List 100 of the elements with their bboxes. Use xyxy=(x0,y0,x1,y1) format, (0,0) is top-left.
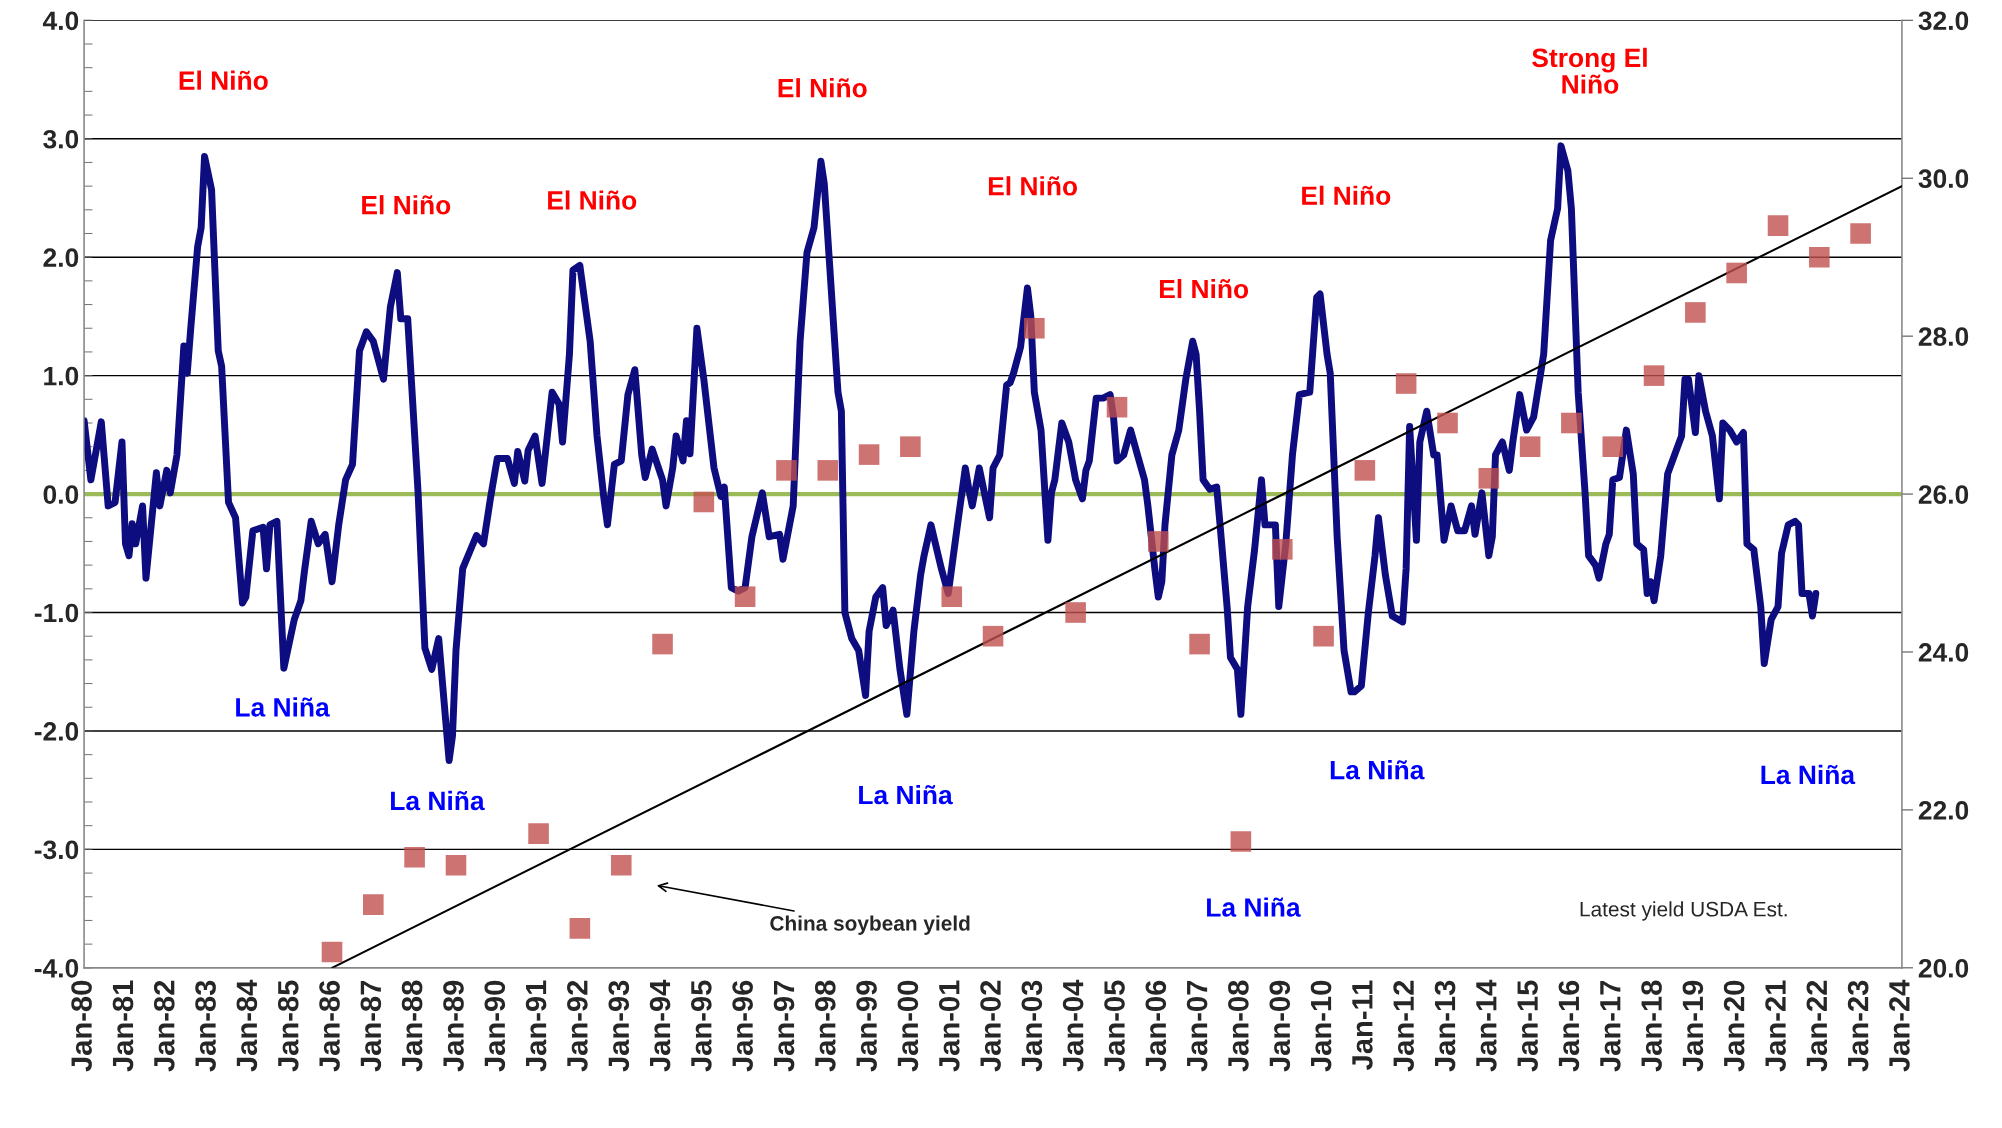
point xyxy=(1850,223,1871,244)
annotation: La Niña xyxy=(1330,760,1425,780)
y2-tick-label: 24.0 xyxy=(1918,643,1969,662)
annotation: El Niño xyxy=(988,176,1078,196)
x-tick-label: Jan-19 xyxy=(1682,980,1704,1072)
annotation: La Niña xyxy=(391,790,485,811)
x-tick-label: Jan-05 xyxy=(1104,980,1125,1072)
x-tick-label: Jan-23 xyxy=(1847,980,1869,1072)
y2-tick-label: 22.0 xyxy=(1918,801,1969,820)
annotation: El Niño xyxy=(1302,185,1391,206)
point xyxy=(1148,531,1169,552)
annotation: La Niña xyxy=(1761,764,1856,785)
point xyxy=(1354,460,1376,481)
point xyxy=(321,941,343,963)
y2-tick-label: 32.0 xyxy=(1918,11,1969,31)
x-tick-label: Jan-92 xyxy=(567,980,588,1072)
point xyxy=(1024,317,1045,339)
y-tick-label: -4.0 xyxy=(34,958,79,978)
point xyxy=(1767,215,1789,236)
point xyxy=(1271,539,1293,560)
x-tick-label: Jan-18 xyxy=(1641,980,1662,1072)
x-tick-label: Jan-90 xyxy=(484,980,506,1072)
point xyxy=(1395,373,1417,394)
x-tick-label: Jan-07 xyxy=(1186,980,1208,1072)
x-tick-label: Jan-24 xyxy=(1889,979,1910,1072)
x-tick-label: Jan-10 xyxy=(1310,980,1332,1072)
x-tick-label: Jan-81 xyxy=(112,980,134,1072)
x-tick-label: Jan-08 xyxy=(1228,980,1249,1072)
annotation: Strong El Niño xyxy=(1532,47,1647,94)
x-tick-label: Jan-12 xyxy=(1393,980,1414,1072)
y-tick-label: -3.0 xyxy=(34,840,79,860)
point xyxy=(610,854,632,876)
point xyxy=(1643,365,1665,386)
y-tick-label: 0.0 xyxy=(43,485,79,504)
x-tick-label: Jan-14 xyxy=(1476,979,1497,1072)
x-tick-label: Jan-96 xyxy=(732,980,753,1072)
y2-tick-label: 28.0 xyxy=(1918,327,1969,346)
point xyxy=(1685,302,1706,323)
x-tick-label: Jan-03 xyxy=(1021,980,1043,1072)
x-tick-label: Jan-13 xyxy=(1434,980,1456,1072)
x-tick-label: Jan-00 xyxy=(897,980,919,1072)
x-tick-label: Jan-20 xyxy=(1723,980,1745,1072)
point xyxy=(1189,633,1210,655)
point xyxy=(404,846,425,868)
annotation: La Niña xyxy=(1207,897,1301,917)
y-tick-label: 2.0 xyxy=(43,248,79,268)
x-tick-label: Jan-85 xyxy=(277,980,299,1072)
x-tick-label: Jan-02 xyxy=(980,980,1001,1072)
y2-tick-label: 26.0 xyxy=(1918,485,1969,504)
x-tick-label: Jan-94 xyxy=(649,979,671,1072)
point xyxy=(528,823,549,844)
point xyxy=(776,460,797,481)
x-tick-label: Jan-98 xyxy=(814,980,836,1072)
point xyxy=(982,625,1004,647)
x-tick-label: Jan-22 xyxy=(1806,980,1828,1072)
point xyxy=(1230,831,1252,852)
point xyxy=(1519,436,1541,457)
annotation: El Niño xyxy=(362,195,451,215)
point xyxy=(1478,467,1500,489)
point xyxy=(1561,412,1582,434)
point xyxy=(363,894,384,915)
point xyxy=(693,491,715,513)
x-tick-label: Jan-88 xyxy=(401,980,423,1072)
x-tick-label: Jan-16 xyxy=(1558,980,1580,1072)
y-tick-label: 1.0 xyxy=(44,366,79,386)
x-tick-label: Jan-11 xyxy=(1352,980,1373,1070)
point xyxy=(445,854,467,876)
x-tick-label: Jan-01 xyxy=(938,980,960,1072)
annotation: El Niño xyxy=(548,190,637,210)
point xyxy=(858,444,880,465)
annotation: El Niño xyxy=(179,70,268,90)
point xyxy=(1726,262,1747,284)
y-tick-label: -1.0 xyxy=(34,603,79,623)
point xyxy=(1106,396,1128,418)
x-tick-label: Jan-83 xyxy=(195,980,216,1072)
point xyxy=(900,436,921,457)
point xyxy=(1437,412,1458,434)
point xyxy=(1065,602,1086,623)
x-tick-label: Jan-06 xyxy=(1145,980,1167,1072)
point xyxy=(652,633,673,655)
x-tick-label: Jan-91 xyxy=(525,980,547,1072)
y-tick-label: 3.0 xyxy=(43,129,79,149)
point xyxy=(1602,436,1624,457)
point xyxy=(1809,246,1830,268)
point xyxy=(1313,625,1334,647)
x-tick-label: Jan-17 xyxy=(1600,980,1621,1072)
x-tick-label: Jan-86 xyxy=(319,980,340,1072)
point xyxy=(817,460,839,481)
annotation: China soybean yield xyxy=(770,915,970,935)
point xyxy=(941,586,963,608)
x-tick-label: Jan-04 xyxy=(1062,979,1084,1072)
y-tick-label: 4.0 xyxy=(42,11,79,31)
point xyxy=(734,586,756,608)
x-tick-label: Jan-84 xyxy=(236,979,258,1072)
annotation: El Niño xyxy=(778,78,867,98)
x-tick-label: Jan-87 xyxy=(360,980,382,1072)
annotation: Latest yield USDA Est. xyxy=(1580,901,1787,921)
x-tick-label: Jan-09 xyxy=(1269,980,1291,1072)
x-tick-label: Jan-95 xyxy=(691,980,712,1072)
x-tick-label: Jan-15 xyxy=(1517,980,1538,1072)
